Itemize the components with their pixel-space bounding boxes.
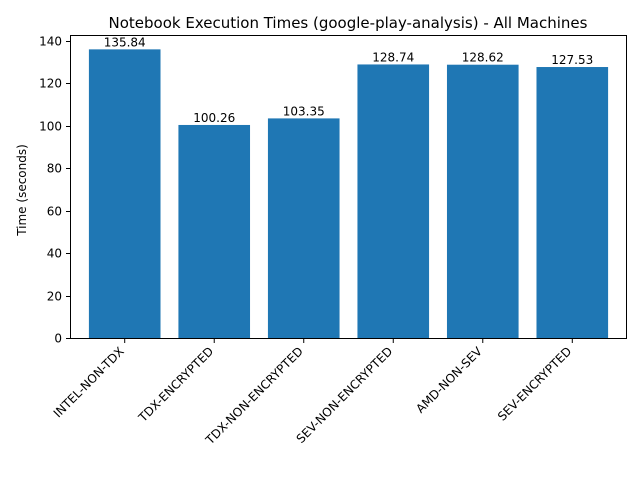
y-tick-label: 120 (39, 77, 62, 91)
x-axis: INTEL-NON-TDX TDX-ENCRYPTEDTDX-NON-ENCRYP… (51, 338, 574, 448)
bar-sev-non-encrypted (357, 64, 430, 338)
y-axis: 0 20 40 60 80 100 120 140 (39, 35, 71, 346)
y-tick-label: 60 (47, 205, 62, 219)
y-tick-label: 140 (39, 35, 62, 49)
chart-title: Notebook Execution Times (google-play-an… (109, 14, 588, 32)
plot-frame (70, 35, 627, 339)
bar-intel-non-tdx (88, 49, 161, 338)
data-label: 103.35 (283, 104, 325, 118)
y-tick-label: 100 (39, 120, 62, 134)
y-tick-label: 20 (47, 290, 62, 304)
data-label: 128.62 (462, 51, 504, 65)
y-axis-label: Time (seconds) (15, 144, 29, 237)
y-tick-label: 80 (47, 162, 62, 176)
data-label: 128.74 (372, 50, 414, 64)
data-label: 127.53 (551, 53, 593, 67)
x-tick-label: SEV-NON-ENCRYPTED (294, 344, 396, 446)
bar-amd-non-sev (446, 64, 519, 338)
x-tick-label: TDX-ENCRYPTED (135, 344, 216, 425)
x-tick-label: AMD-NON-SEV (413, 344, 485, 416)
bar-tdx-encrypted (178, 124, 251, 338)
x-tick-label: INTEL-NON-TDX (51, 344, 127, 420)
y-tick-label: 0 (54, 332, 62, 346)
bar-tdx-non-encrypted (267, 118, 340, 338)
data-label: 100.26 (193, 111, 235, 125)
bars-group: 135.84 100.26 103.35 128.74 128.62 127.53 (88, 35, 609, 338)
x-tick-label: SEV-ENCRYPTED (495, 344, 574, 423)
bar-sev-encrypted (536, 67, 609, 338)
data-label: 135.84 (104, 35, 146, 49)
x-tick-label: TDX-NON-ENCRYPTED (202, 344, 306, 448)
y-tick-label: 40 (47, 247, 62, 261)
